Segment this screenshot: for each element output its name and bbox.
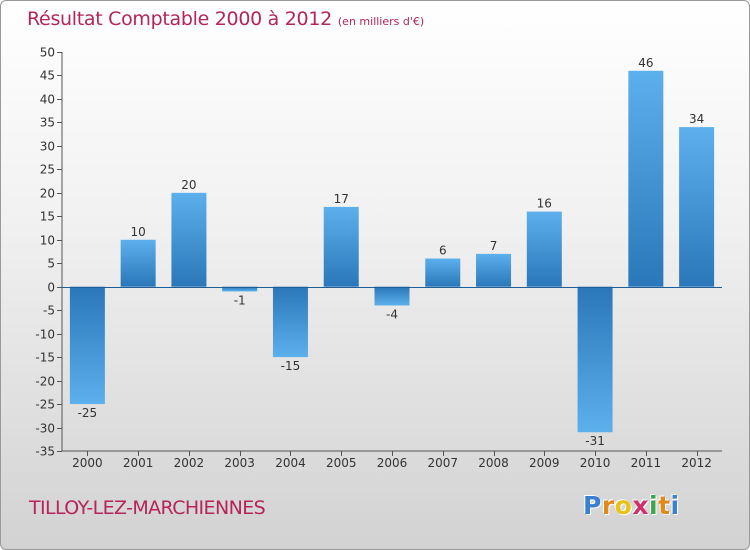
y-tick-label: 35 [40, 116, 55, 130]
x-tick-label-2000: 2000 [72, 456, 103, 470]
data-label-2010: -31 [585, 434, 605, 448]
y-tick-label: 20 [40, 187, 55, 201]
bar-2002 [171, 192, 207, 287]
bar-2008 [476, 253, 512, 287]
data-label-2007: 6 [439, 244, 447, 258]
x-tick-label-2004: 2004 [275, 456, 306, 470]
bar-2001 [120, 239, 156, 287]
data-label-2003: -1 [234, 293, 246, 307]
y-tick-label: -10 [35, 328, 55, 342]
x-tick-label-2009: 2009 [529, 456, 560, 470]
x-tick-label-2003: 2003 [224, 456, 255, 470]
y-tick-label: 5 [47, 257, 55, 271]
y-tick-label: 10 [40, 234, 55, 248]
bar-2010 [577, 286, 613, 433]
logo-letter: x [632, 491, 649, 520]
data-label-2006: -4 [386, 307, 398, 321]
data-label-2009: 16 [537, 197, 552, 211]
y-tick-label: 50 [40, 46, 55, 60]
bar-2006 [374, 286, 410, 306]
x-tick-label-2012: 2012 [681, 456, 712, 470]
x-tick-label-2001: 2001 [123, 456, 154, 470]
title-text: Résultat Comptable 2000 à 2012 [27, 8, 332, 30]
y-tick-label: -20 [35, 375, 55, 389]
y-tick-label: 25 [40, 163, 55, 177]
data-label-2008: 7 [490, 239, 498, 253]
bar-2000 [69, 286, 105, 405]
bar-2009 [526, 211, 562, 287]
y-tick-label: 45 [40, 69, 55, 83]
logo-letter: r [601, 491, 615, 520]
logo-letter: i [649, 491, 659, 520]
logo-letter: t [658, 491, 671, 520]
chart-title: Résultat Comptable 2000 à 2012 (en millie… [27, 8, 424, 30]
data-label-2002: 20 [181, 178, 196, 192]
x-tick-label-2008: 2008 [478, 456, 509, 470]
place-name: TILLOY-LEZ-MARCHIENNES [29, 497, 266, 519]
x-tick-label-2005: 2005 [326, 456, 357, 470]
y-tick-label: -25 [35, 398, 55, 412]
data-label-2000: -25 [78, 406, 98, 420]
bar-2007 [425, 258, 461, 287]
data-label-2001: 10 [131, 225, 146, 239]
logo-letter: o [614, 491, 633, 520]
y-tick-label: -35 [35, 445, 55, 459]
logo-letter: i [670, 491, 680, 520]
bar-2004 [272, 286, 308, 358]
bar-2012 [679, 127, 715, 287]
logo-letter: P [583, 491, 602, 520]
y-tick-label: 30 [40, 140, 55, 154]
bar-2003 [222, 286, 258, 292]
proxiti-logo: Proxiti [583, 491, 680, 520]
x-tick-label-2007: 2007 [427, 456, 458, 470]
x-tick-label-2010: 2010 [580, 456, 611, 470]
data-label-2011: 46 [638, 56, 653, 70]
y-tick-label: -5 [43, 304, 55, 318]
chart-subtitle: (en milliers d'€) [337, 15, 425, 28]
x-tick-label-2011: 2011 [631, 456, 662, 470]
data-label-2004: -15 [281, 359, 301, 373]
x-tick-label-2006: 2006 [377, 456, 408, 470]
data-label-2012: 34 [689, 112, 704, 126]
x-tick-label-2002: 2002 [174, 456, 205, 470]
data-label-2005: 17 [334, 192, 349, 206]
y-tick-label: -15 [35, 351, 55, 365]
bar-2011 [628, 70, 664, 287]
y-tick-label: 15 [40, 210, 55, 224]
y-tick-label: 40 [40, 93, 55, 107]
y-tick-label: 0 [47, 281, 55, 295]
bar-2005 [323, 206, 359, 287]
y-tick-label: -30 [35, 422, 55, 436]
